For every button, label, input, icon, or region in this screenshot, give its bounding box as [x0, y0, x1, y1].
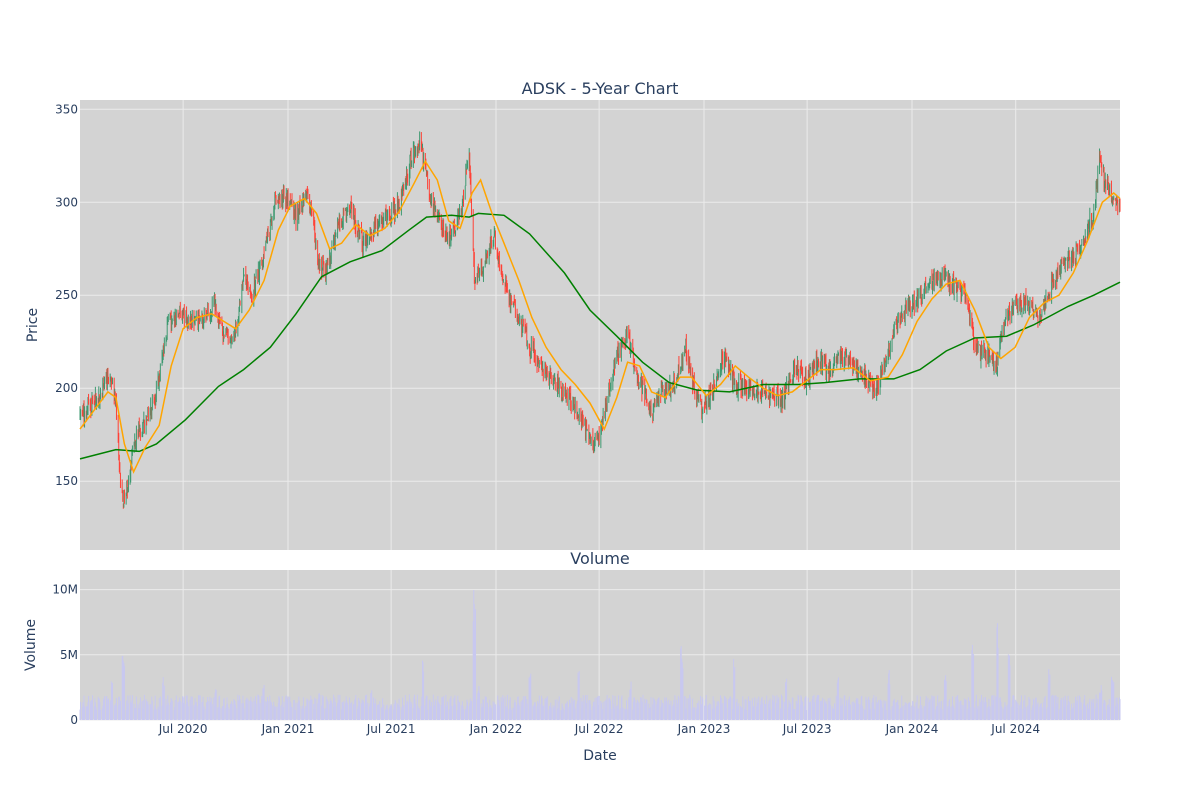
price-y-tick-label: 350	[55, 102, 78, 116]
volume-y-tick-label: 0	[70, 713, 78, 727]
short-moving-average-line	[79, 159, 1121, 474]
price-y-tick-label: 200	[55, 381, 78, 395]
x-tick-label: Jan 2022	[469, 722, 523, 736]
price-y-tick-label: 300	[55, 195, 78, 209]
x-tick-label: Jan 2024	[885, 722, 939, 736]
volume-axis-title: Volume	[23, 619, 39, 671]
volume-x-gridlines	[182, 570, 1017, 720]
x-tick-label: Jan 2021	[261, 722, 315, 736]
price-axis-title: Price	[25, 308, 41, 342]
x-tick-label: Jul 2021	[366, 722, 416, 736]
volume-bars	[79, 589, 1121, 720]
x-tick-label: Jul 2020	[158, 722, 208, 736]
x-tick-label: Jul 2024	[990, 722, 1040, 736]
volume-y-tick-labels: 0 5M 10M	[52, 583, 78, 727]
x-tick-label: Jul 2022	[574, 722, 624, 736]
price-y-tick-labels: 150 200 250 300 350	[55, 102, 78, 488]
x-axis-title: Date	[583, 748, 616, 764]
volume-plot-area	[80, 570, 1120, 720]
x-tick-labels: Jul 2020 Jan 2021 Jul 2021 Jan 2022 Jul 2022…	[158, 722, 1040, 736]
price-y-tick-label: 150	[55, 474, 78, 488]
x-tick-label: Jan 2023	[677, 722, 731, 736]
x-tick-label: Jul 2023	[782, 722, 832, 736]
price-y-gridlines	[80, 108, 1120, 482]
chart-title: ADSK - 5-Year Chart	[522, 79, 679, 98]
price-y-tick-label: 250	[55, 288, 78, 302]
price-plot-area	[80, 100, 1120, 550]
volume-y-tick-label: 5M	[60, 648, 78, 662]
volume-subplot-title: Volume	[570, 549, 630, 568]
long-moving-average-line	[79, 212, 1121, 460]
volume-y-tick-label: 10M	[52, 583, 78, 597]
